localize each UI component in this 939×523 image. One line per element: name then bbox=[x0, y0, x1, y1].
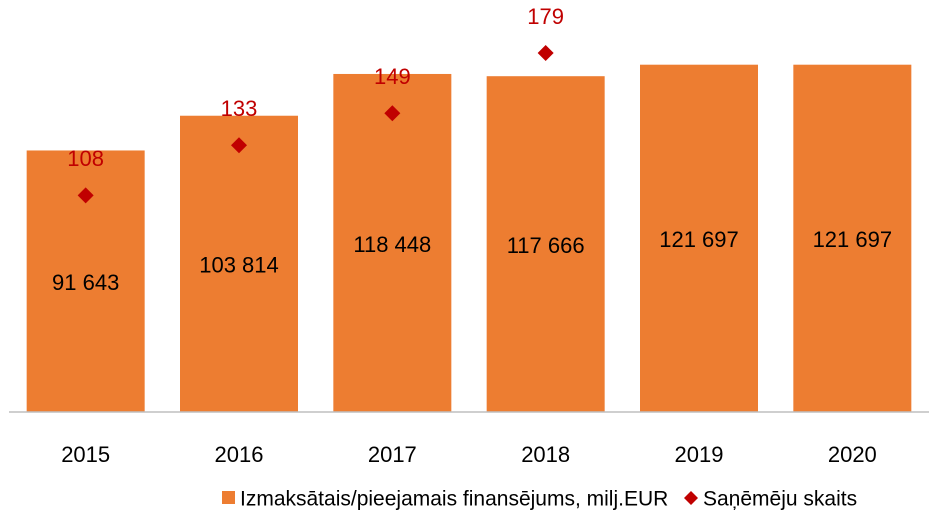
marker bbox=[231, 137, 247, 154]
x-tick-label: 2020 bbox=[828, 442, 877, 467]
x-tick-label: 2016 bbox=[215, 442, 264, 467]
marker-label: 108 bbox=[67, 146, 104, 171]
bar-label: 117 666 bbox=[507, 233, 585, 258]
legend-label: Izmaksātais/pieejamais finansējums, milj… bbox=[240, 488, 668, 511]
legend-swatch bbox=[684, 491, 698, 505]
bar bbox=[640, 64, 758, 412]
bar-label: 91 643 bbox=[52, 270, 119, 295]
bar bbox=[793, 64, 912, 412]
marker-label: 179 bbox=[527, 4, 564, 29]
bar-label: 121 697 bbox=[659, 227, 739, 252]
legend-swatch bbox=[222, 491, 235, 504]
x-tick-label: 2019 bbox=[675, 442, 724, 467]
x-tick-label: 2015 bbox=[61, 442, 110, 467]
bar-label: 103 814 bbox=[199, 253, 279, 278]
marker bbox=[537, 45, 554, 62]
x-tick-label: 2017 bbox=[368, 442, 417, 467]
bar-label: 118 448 bbox=[353, 232, 431, 257]
marker bbox=[384, 105, 401, 122]
bar bbox=[180, 115, 298, 413]
marker-label: 149 bbox=[374, 64, 411, 89]
legend-label: Saņēmēju skaits bbox=[703, 488, 857, 511]
bar bbox=[486, 76, 605, 412]
x-tick-label: 2018 bbox=[521, 442, 570, 467]
bar-label: 121 697 bbox=[813, 227, 893, 252]
bar bbox=[333, 73, 452, 413]
marker-label: 133 bbox=[221, 96, 258, 121]
marker bbox=[77, 187, 94, 204]
